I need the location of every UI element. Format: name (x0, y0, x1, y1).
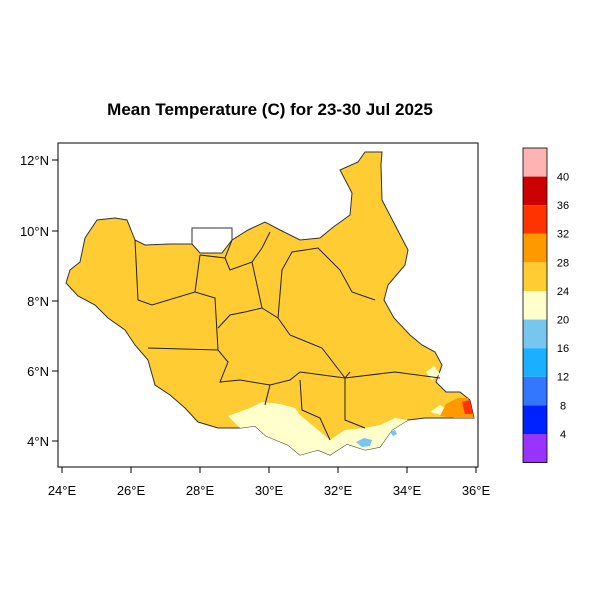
plot-frame (57, 142, 479, 468)
colorbar-label: 4 (560, 429, 566, 441)
y-tick-label: 8°N (27, 294, 49, 309)
colorbar-label: 28 (557, 257, 569, 269)
y-tick-label: 6°N (27, 364, 49, 379)
colorbar-label: 40 (557, 172, 569, 184)
abyei-area (191, 227, 233, 254)
axis-ticks (52, 159, 477, 473)
y-tick-label: 10°N (20, 224, 49, 239)
map-title: Mean Temperature (C) for 23-30 Jul 2025 (107, 100, 433, 119)
colorbar-swatch (523, 405, 547, 434)
colorbar-swatch (523, 205, 547, 234)
colorbar (522, 147, 548, 464)
x-tick-label: 32°E (324, 483, 353, 498)
y-tick-label: 12°N (20, 153, 49, 168)
state-borders (134, 231, 441, 441)
x-tick-label: 28°E (186, 483, 215, 498)
colorbar-label: 24 (557, 286, 569, 298)
x-tick-label: 30°E (255, 483, 284, 498)
colorbar-swatch (523, 434, 547, 463)
x-tick-label: 26°E (117, 483, 146, 498)
x-tick-label: 34°E (393, 483, 422, 498)
colorbar-swatch (523, 233, 547, 263)
hot-temperature-spot (462, 400, 473, 414)
colorbar-label: 8 (560, 400, 566, 412)
colorbar-swatch (523, 291, 547, 320)
x-tick-label: 24°E (48, 483, 77, 498)
cool-east-patch (426, 366, 448, 416)
colorbar-label: 32 (557, 229, 569, 241)
colorbar-label: 36 (557, 200, 569, 212)
colorbar-label: 12 (557, 372, 569, 384)
x-tick-label: 36°E (462, 483, 491, 498)
colorbar-label: 16 (557, 343, 569, 355)
cold-temperature-spot (356, 430, 397, 447)
colorbar-swatch (523, 148, 547, 177)
country-shape (65, 151, 475, 456)
colorbar-swatch (523, 176, 547, 206)
colorbar-swatch (523, 348, 547, 377)
colorbar-swatch (523, 262, 547, 291)
colorbar-swatch (523, 376, 547, 406)
colorbar-label: 20 (557, 315, 569, 327)
colorbar-swatch (523, 319, 547, 349)
colorbar-frame (522, 147, 548, 464)
y-tick-label: 4°N (27, 434, 49, 449)
